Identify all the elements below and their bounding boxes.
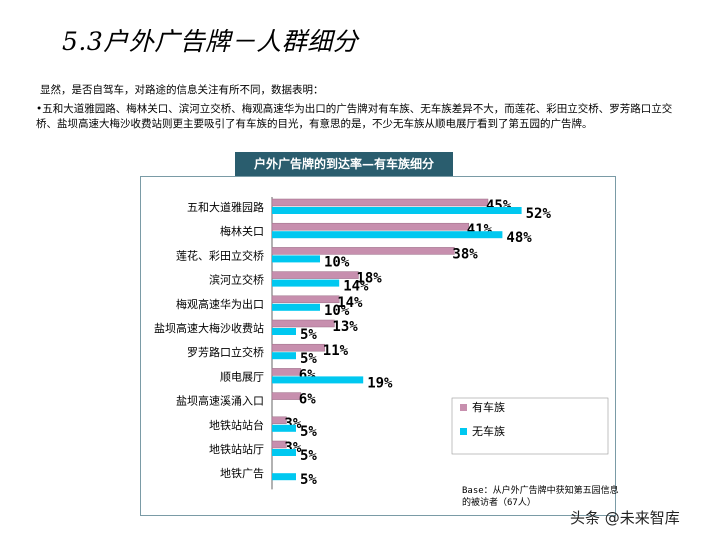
base-note: Base：从户外广告牌中获知第五园信息的被访者（67人） <box>462 486 619 508</box>
bar-series1 <box>271 319 335 328</box>
category-label: 滨河立交桥 <box>209 273 264 287</box>
bar-series1 <box>271 392 302 400</box>
category-label: 地铁站站厅 <box>209 442 264 456</box>
bar-series1 <box>271 198 489 207</box>
bar-series2 <box>272 473 296 481</box>
data-label: 14% <box>337 295 363 311</box>
legend-label: 有车族 <box>472 400 505 414</box>
data-label: 48% <box>506 230 532 246</box>
bullet-text: •五和大道雅园路、梅林关口、滨河立交桥、梅观高速华为出口的广告牌对有车族、无车族… <box>36 103 673 130</box>
bar-series1 <box>271 343 326 352</box>
legend-label: 无车族 <box>472 424 505 438</box>
bar-series1 <box>271 247 455 255</box>
bar-series2 <box>272 303 320 311</box>
data-label: 11% <box>323 343 349 359</box>
bar-series2 <box>272 424 296 432</box>
data-label: 18% <box>356 271 382 287</box>
chart-header: 户外广告牌的到达率—有车族细分 <box>235 152 453 176</box>
category-label: 莲花、彩田立交桥 <box>176 248 264 262</box>
bar-series2 <box>272 449 296 456</box>
bar-series1 <box>271 440 287 449</box>
data-label: 38% <box>452 246 478 262</box>
intro-text: 显然，是否自驾车，对路途的信息关注有所不同，数据表明： <box>40 84 324 96</box>
category-label: 罗芳路口立交桥 <box>187 345 264 359</box>
category-label: 梅观高速华为出口 <box>176 297 264 311</box>
bar-series1 <box>271 368 302 376</box>
data-label: 5% <box>300 424 317 440</box>
legend-box <box>451 397 609 455</box>
bar-series2 <box>272 255 320 263</box>
bar-series1 <box>271 271 359 279</box>
bar-series2 <box>272 279 340 287</box>
category-label: 盐坝高速大梅沙收费站 <box>154 321 264 335</box>
watermark: 头条 @未来智库 <box>570 509 680 527</box>
legend-swatch <box>460 404 467 411</box>
bar-series1 <box>271 416 287 425</box>
data-label: 52% <box>526 206 552 222</box>
category-label: 地铁站站台 <box>209 418 264 432</box>
data-label: 5% <box>300 448 317 464</box>
data-label: 19% <box>367 375 393 391</box>
bar-series2 <box>272 207 522 214</box>
page-title: 5.3户外广告牌－人群细分 <box>62 27 359 56</box>
data-label: 5% <box>300 472 317 488</box>
category-label: 梅林关口 <box>220 224 264 238</box>
legend-swatch <box>460 428 467 435</box>
data-label: 5% <box>300 327 317 343</box>
bar-series2 <box>272 352 296 360</box>
data-label: 14% <box>343 279 369 295</box>
bar-series1 <box>271 295 340 304</box>
bar-series2 <box>272 328 296 335</box>
category-label: 顺电展厅 <box>220 370 264 383</box>
bar-series2 <box>272 231 503 239</box>
data-label: 5% <box>300 351 317 367</box>
bar-series1 <box>271 222 470 231</box>
data-label: 10% <box>324 303 350 319</box>
data-label: 13% <box>332 319 358 335</box>
category-label: 五和大道雅园路 <box>187 200 264 214</box>
data-label: 10% <box>324 254 350 270</box>
bar-series2 <box>272 376 364 384</box>
category-label: 地铁广告 <box>220 467 264 480</box>
data-label: 6% <box>299 392 316 408</box>
category-label: 盐坝高速溪涌入口 <box>176 394 264 408</box>
